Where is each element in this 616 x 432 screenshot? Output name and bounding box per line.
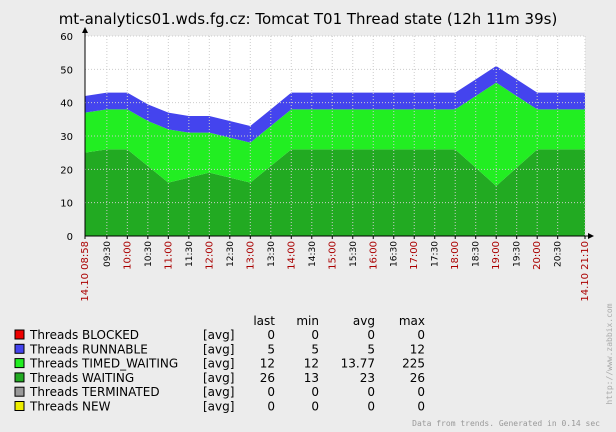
legend-min-4: 0: [311, 385, 319, 399]
y-tick-label-2: 20: [60, 165, 73, 176]
legend-swatch-1: [14, 343, 25, 354]
x-tick-label-14: 16:00: [368, 241, 379, 270]
legend-min-3: 13: [304, 371, 319, 385]
x-tick-label-20: 19:00: [491, 241, 502, 270]
axes: [82, 27, 594, 239]
legend-item-func-5: [avg]: [203, 400, 234, 414]
x-tick-labels: 14.10 08:58 09:30 10:00 10:30 11:00 11:30 12:0…: [80, 241, 591, 302]
legend-header-min: min: [296, 314, 319, 328]
y-tick-label-5: 50: [60, 65, 73, 76]
legend-swatch-3: [14, 372, 25, 383]
x-tick-label-4: 11:00: [163, 241, 174, 270]
legend-item-func-1: [avg]: [203, 342, 234, 356]
x-tick-label-9: 13:30: [267, 241, 277, 267]
legend-item-func-4: [avg]: [203, 385, 234, 399]
generation-footer: Data from trends. Generated in 0.14 sec: [412, 419, 600, 428]
legend-item-name-1: Threads RUNNABLE: [29, 342, 148, 356]
legend-max-4: 0: [417, 385, 425, 399]
legend-item-name-5: Threads NEW: [29, 400, 111, 414]
x-tick-label-18: 18:00: [450, 241, 461, 270]
y-tick-label-1: 10: [60, 199, 73, 210]
legend-swatch-5: [14, 401, 25, 411]
legend-min-0: 0: [311, 328, 319, 342]
zabbix-watermark: http://www.zabbix.com: [605, 303, 614, 404]
x-tick-label-2: 10:00: [122, 241, 133, 270]
x-tick-label-24: 14.10 21:10: [580, 241, 591, 302]
x-tick-label-12: 15:00: [327, 241, 338, 270]
y-tick-label-4: 40: [60, 99, 73, 110]
legend-item-func-2: [avg]: [203, 357, 234, 371]
legend-max-0: 0: [417, 328, 425, 342]
x-tick-label-5: 11:30: [185, 241, 195, 267]
legend-min-1: 5: [311, 342, 319, 356]
legend-header-max: max: [399, 314, 425, 328]
series-area-2: [85, 66, 585, 143]
legend-max-3: 26: [410, 371, 425, 385]
series-area-0: [85, 149, 585, 236]
legend-swatch-0: [14, 329, 25, 340]
x-tick-label-17: 17:30: [431, 241, 441, 267]
legend-item-func-0: [avg]: [203, 328, 234, 342]
legend-last-0: 0: [267, 328, 275, 342]
x-axis-arrow: [588, 233, 594, 239]
series-areas: [85, 66, 585, 236]
series-area-1: [85, 82, 585, 186]
x-tick-label-15: 16:30: [390, 241, 400, 267]
x-tick-label-11: 14:30: [308, 241, 318, 267]
y-axis-arrow: [82, 27, 88, 33]
legend-avg-4: 0: [367, 385, 375, 399]
legend-last-5: 0: [267, 400, 275, 414]
legend-item-name-4: Threads TERMINATED: [29, 385, 160, 399]
chart-title: mt-analytics01.wds.fg.cz: Tomcat T01 Thr…: [59, 10, 558, 28]
legend-avg-1: 5: [367, 342, 375, 356]
legend-item-name-0: Threads BLOCKED: [29, 328, 139, 342]
x-tick-label-19: 18:30: [472, 241, 482, 267]
x-tick-label-13: 15:30: [349, 241, 359, 267]
x-tick-label-7: 12:30: [226, 241, 236, 267]
legend-last-3: 26: [260, 371, 275, 385]
legend-avg-5: 0: [367, 400, 375, 414]
legend-item-func-3: [avg]: [203, 371, 234, 385]
x-tick-label-22: 20:00: [532, 241, 543, 270]
x-tick-label-10: 14:00: [286, 241, 297, 270]
legend-swatch-4: [14, 386, 25, 397]
legend-max-1: 12: [410, 342, 425, 356]
y-tick-label-3: 30: [60, 132, 73, 143]
x-tick-label-0: 14.10 08:58: [80, 241, 91, 302]
legend-avg-0: 0: [367, 328, 375, 342]
grid: [85, 35, 586, 236]
legend-avg-2: 13.77: [341, 357, 375, 371]
x-tick-label-3: 10:30: [144, 241, 154, 267]
legend-max-2: 225: [402, 357, 425, 371]
legend-swatch-2: [14, 358, 25, 369]
y-tick-label-6: 60: [60, 32, 73, 43]
legend-header-last: last: [253, 314, 275, 328]
legend-avg-3: 23: [360, 371, 375, 385]
legend-item-name-2: Threads TIMED_WAITING: [29, 357, 178, 371]
legend-min-5: 0: [311, 400, 319, 414]
x-tick-label-8: 13:00: [245, 241, 256, 270]
legend-min-2: 12: [304, 357, 319, 371]
x-tick-label-21: 19:30: [513, 241, 523, 267]
legend-max-5: 0: [417, 400, 425, 414]
legend-last-4: 0: [267, 385, 275, 399]
legend-item-name-3: Threads WAITING: [29, 371, 134, 385]
y-tick-labels: 0 10 20 30 40 50 60: [60, 32, 73, 243]
legend-last-2: 12: [260, 357, 275, 371]
x-tick-label-1: 09:30: [103, 241, 113, 267]
legend-header-avg: avg: [353, 314, 375, 328]
x-tick-label-6: 12:00: [204, 241, 215, 270]
y-tick-label-0: 0: [67, 232, 73, 243]
x-tick-label-23: 20:30: [554, 241, 564, 267]
x-tick-label-16: 17:00: [409, 241, 420, 270]
legend-last-1: 5: [267, 342, 275, 356]
